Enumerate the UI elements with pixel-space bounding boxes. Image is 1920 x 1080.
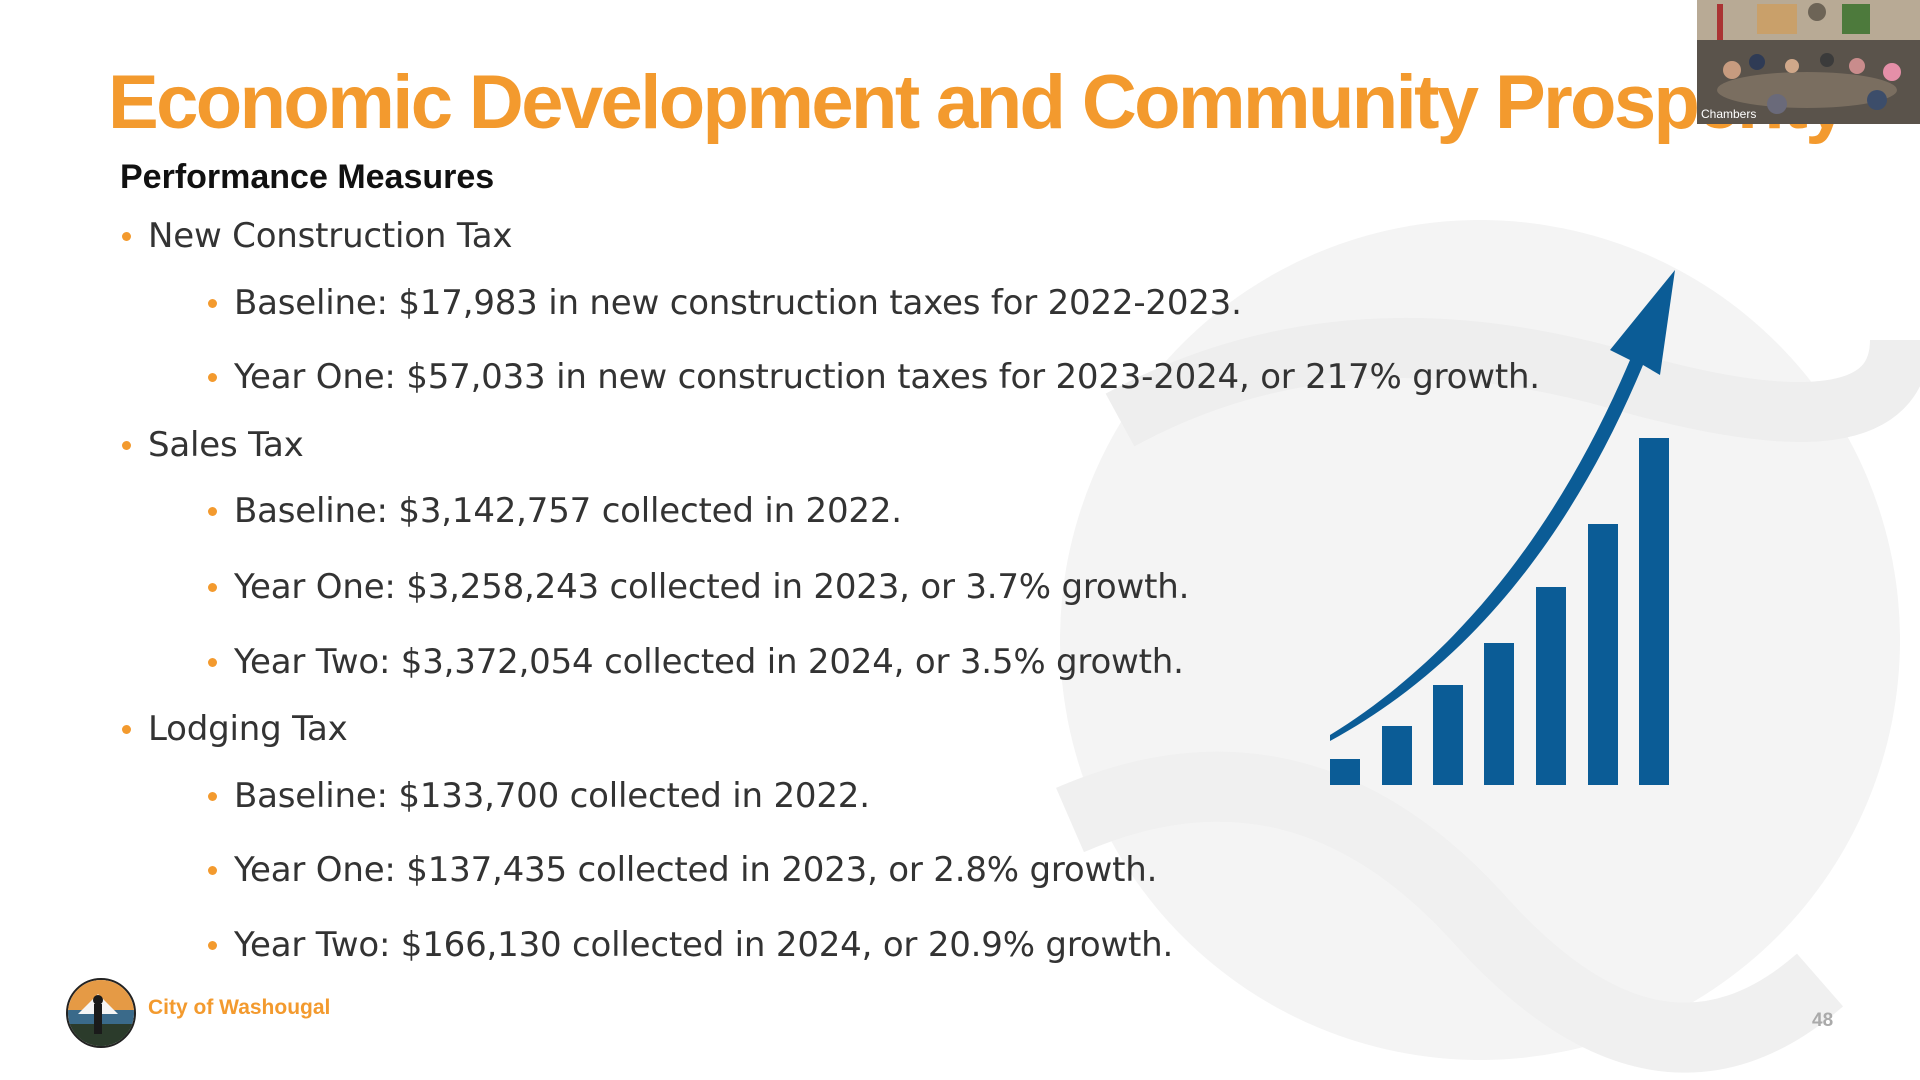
bullet-text: Baseline: $133,700 collected in 2022. (234, 776, 870, 816)
growth-chart-arrow-icon (1330, 270, 1675, 785)
bullet-dot (208, 373, 217, 382)
growth-bar (1484, 643, 1514, 785)
bullet-text: Year One: $3,258,243 collected in 2023, … (234, 567, 1190, 607)
list-item: Year Two: $3,372,054 collected in 2024, … (208, 642, 1184, 682)
video-label: Chambers (1701, 107, 1757, 121)
section-heading-lodging-tax: Lodging Tax (122, 709, 348, 749)
growth-bar (1382, 726, 1412, 785)
footer-organization: City of Washougal (148, 996, 331, 1019)
list-item: Baseline: $17,983 in new construction ta… (208, 283, 1242, 323)
meeting-room-video-icon (1697, 0, 1920, 124)
logo-icon (68, 980, 134, 1046)
list-item: Year One: $57,033 in new construction ta… (208, 357, 1540, 397)
bullet-text: Baseline: $17,983 in new construction ta… (234, 283, 1242, 323)
bullet-dot (122, 441, 131, 450)
bullet-text: Year One: $57,033 in new construction ta… (234, 357, 1540, 397)
video-inset[interactable]: Chambers (1697, 0, 1920, 124)
growth-bar (1639, 438, 1669, 785)
bullet-dot (208, 507, 217, 516)
bullet-dot (208, 792, 217, 801)
list-item: Baseline: $133,700 collected in 2022. (208, 776, 870, 816)
slide-title: Economic Development and Community Prosp… (108, 60, 1848, 145)
bullet-dot (208, 583, 217, 592)
list-item: Baseline: $3,142,757 collected in 2022. (208, 491, 902, 531)
bullet-text: Year Two: $166,130 collected in 2024, or… (234, 925, 1174, 965)
growth-bar (1536, 587, 1566, 785)
growth-bar (1433, 685, 1463, 785)
page-number: 48 (1812, 1010, 1834, 1031)
growth-arrow (1330, 270, 1675, 741)
bullet-dot (208, 941, 217, 950)
bullet-text: Baseline: $3,142,757 collected in 2022. (234, 491, 902, 531)
section-heading-sales-tax: Sales Tax (122, 425, 304, 465)
performance-measures-subtitle: Performance Measures (120, 158, 495, 196)
bullet-text: Year One: $137,435 collected in 2023, or… (234, 850, 1158, 890)
bullet-text: New Construction Tax (148, 216, 513, 256)
section-heading-new-construction-tax: New Construction Tax (122, 216, 513, 256)
bullet-list: New Construction Tax Baseline: $17,983 i… (122, 216, 1540, 965)
bullet-dot (122, 725, 131, 734)
bullet-text: Year Two: $3,372,054 collected in 2024, … (234, 642, 1184, 682)
bullet-text: Lodging Tax (148, 709, 348, 749)
list-item: Year One: $3,258,243 collected in 2023, … (208, 567, 1190, 607)
bullet-dot (208, 658, 217, 667)
bullet-text: Sales Tax (148, 425, 304, 465)
city-seal-logo (66, 978, 136, 1048)
growth-bar (1330, 759, 1360, 785)
growth-bars (1330, 438, 1669, 785)
growth-bar (1588, 524, 1618, 785)
bullet-dot (122, 232, 131, 241)
bullet-dot (208, 299, 217, 308)
list-item: Year One: $137,435 collected in 2023, or… (208, 850, 1158, 890)
list-item: Year Two: $166,130 collected in 2024, or… (208, 925, 1174, 965)
bullet-dot (208, 866, 217, 875)
